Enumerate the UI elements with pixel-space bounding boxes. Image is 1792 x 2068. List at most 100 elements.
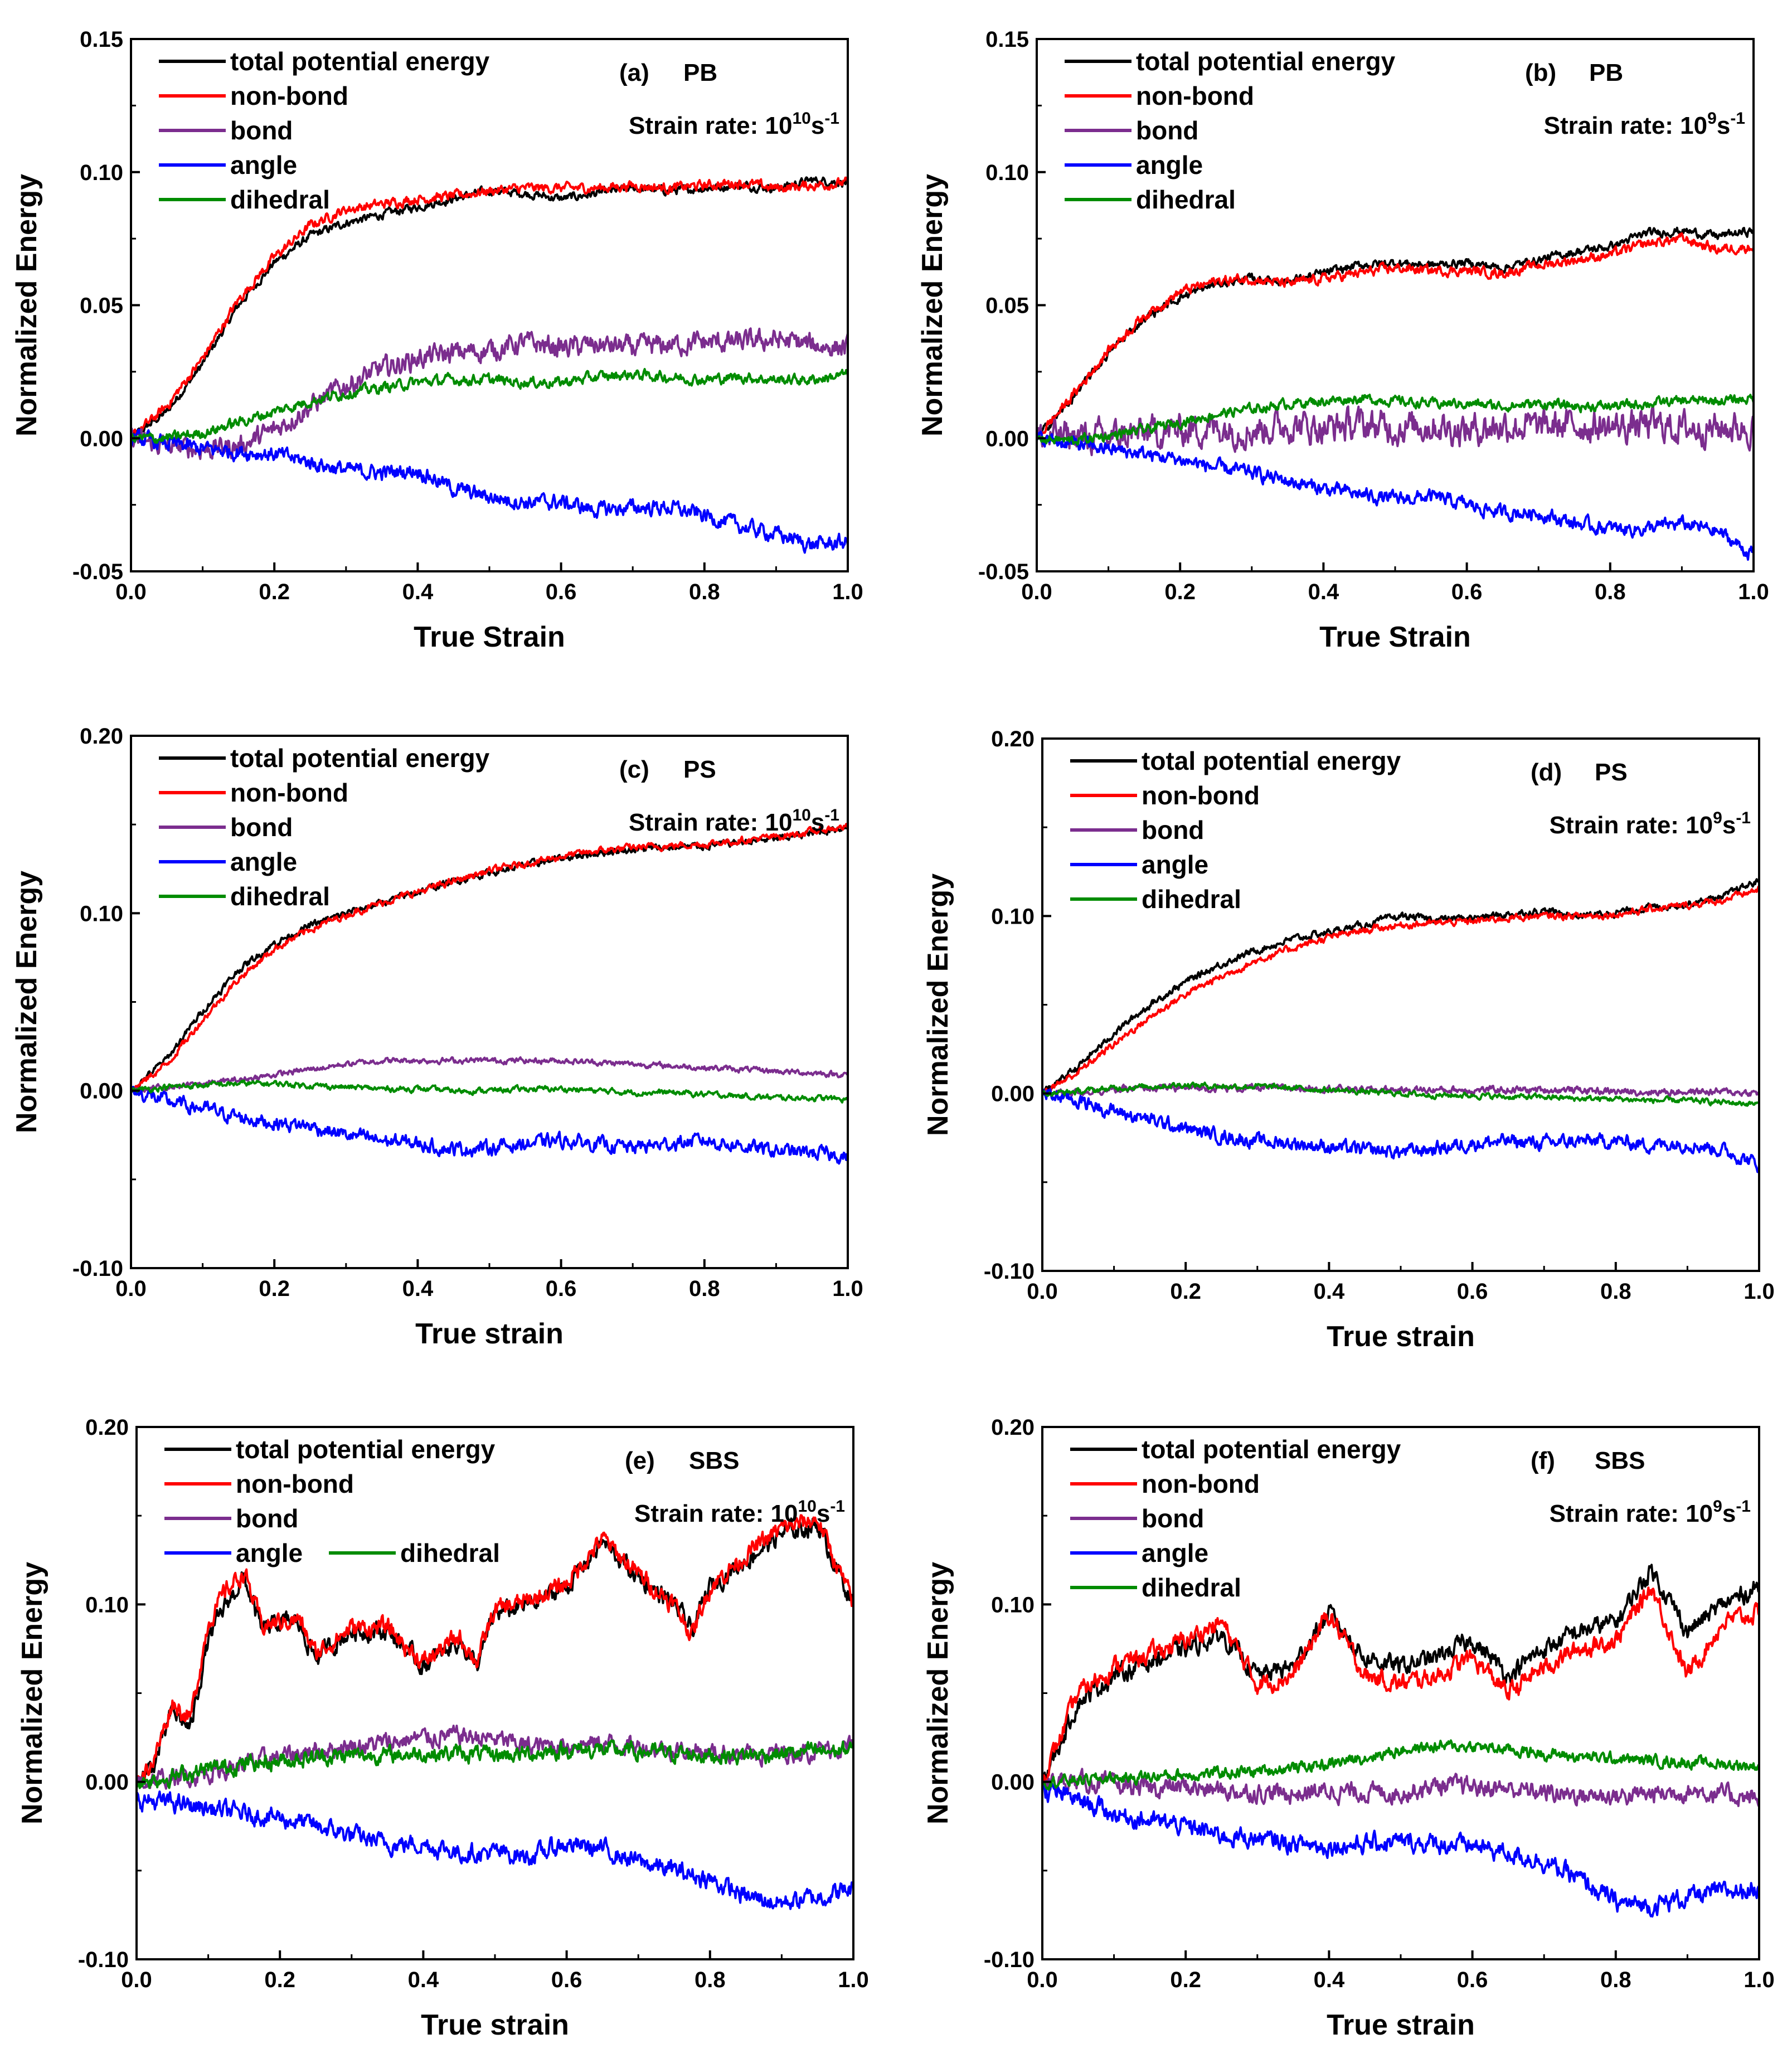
x-tick-label: 0.0 bbox=[115, 1276, 147, 1301]
legend-label: non-bond bbox=[230, 81, 348, 110]
plot-area bbox=[137, 1514, 853, 1910]
panel-label: (d) bbox=[1531, 759, 1562, 786]
series-line-dihedral bbox=[1037, 394, 1754, 446]
legend-label: angle bbox=[1142, 850, 1208, 879]
x-tick-label: 1.0 bbox=[832, 580, 863, 604]
series-line-angle bbox=[131, 1085, 848, 1165]
panel-label: (f) bbox=[1531, 1447, 1555, 1474]
y-tick-label: 0.10 bbox=[85, 1593, 129, 1617]
legend-label: angle bbox=[230, 847, 297, 876]
x-tick-label: 0.4 bbox=[402, 1276, 434, 1301]
x-axis-title: True strain bbox=[1327, 1321, 1475, 1353]
strain-rate-label: Strain rate: 109s-1 bbox=[1550, 809, 1751, 839]
y-tick-label: 0.10 bbox=[991, 1593, 1035, 1617]
x-tick-label: 0.8 bbox=[689, 580, 720, 604]
y-tick-label: -0.10 bbox=[984, 1259, 1035, 1284]
legend-label: angle bbox=[1136, 151, 1203, 179]
x-tick-label: 0.0 bbox=[1027, 1968, 1058, 1992]
x-tick-label: 1.0 bbox=[1744, 1279, 1775, 1304]
legend: total potential energy non-bond bond angle d… bbox=[1065, 47, 1396, 214]
legend-label: bond bbox=[236, 1504, 298, 1533]
series-line-dihedral bbox=[131, 368, 848, 444]
y-tick-label: 0.15 bbox=[80, 27, 123, 52]
y-axis-title: Normalized Energy bbox=[922, 873, 954, 1136]
series-line-bond bbox=[131, 1056, 848, 1093]
x-tick-label: 0.2 bbox=[1170, 1279, 1201, 1304]
series-line-non-bond bbox=[131, 823, 848, 1093]
series-line-dihedral bbox=[137, 1739, 853, 1789]
x-tick-label: 0.2 bbox=[259, 1276, 290, 1301]
panel-c: 0.0 0.2 0.4 0.6 0.8 1.0 -0.10 0.00 0.10 0.20 True … bbox=[11, 724, 863, 1350]
legend-label: non-bond bbox=[236, 1469, 354, 1498]
y-tick-label: -0.10 bbox=[984, 1948, 1035, 1972]
series-line-dihedral bbox=[1042, 1739, 1759, 1791]
panel-d: 0.0 0.2 0.4 0.6 0.8 1.0 -0.10 0.00 0.10 0.20 True … bbox=[922, 727, 1775, 1353]
panel-f: 0.0 0.2 0.4 0.6 0.8 1.0 -0.10 0.00 0.10 0.20 True … bbox=[922, 1415, 1775, 2041]
x-axis-title: True Strain bbox=[1319, 621, 1471, 653]
x-tick-label: 0.4 bbox=[402, 580, 434, 604]
panel-material: SBS bbox=[689, 1447, 739, 1474]
series-line-bond bbox=[1042, 1768, 1759, 1808]
y-tick-label: -0.05 bbox=[72, 560, 123, 584]
y-tick-label: 0.05 bbox=[985, 294, 1029, 318]
x-tick-label: 0.2 bbox=[259, 580, 290, 604]
strain-rate-label: Strain rate: 1010s-1 bbox=[629, 109, 839, 139]
legend-label: angle bbox=[236, 1538, 303, 1567]
x-tick-label: 0.6 bbox=[546, 1276, 577, 1301]
x-tick-label: 0.8 bbox=[1595, 580, 1626, 604]
panel-material: PS bbox=[1595, 759, 1628, 786]
legend-label: angle bbox=[1142, 1538, 1208, 1567]
series-line-dihedral bbox=[1042, 1081, 1759, 1107]
plot-area bbox=[1042, 1564, 1759, 1918]
legend-label: bond bbox=[230, 116, 293, 145]
y-axis-title: Normalized Energy bbox=[16, 1562, 48, 1824]
series-line-bond bbox=[131, 327, 848, 460]
legend: total potential energy non-bond bond angle d… bbox=[159, 47, 490, 214]
y-tick-label: 0.20 bbox=[85, 1415, 129, 1440]
y-tick-label: 0.00 bbox=[985, 426, 1029, 451]
x-tick-label: 0.6 bbox=[1457, 1968, 1488, 1992]
x-tick-label: 0.0 bbox=[115, 580, 147, 604]
series-line-non-bond bbox=[137, 1514, 853, 1785]
y-tick-label: 0.15 bbox=[985, 27, 1029, 52]
panel-label: (c) bbox=[619, 756, 649, 783]
legend-label: total potential energy bbox=[1142, 1435, 1401, 1464]
x-tick-label: 0.8 bbox=[1600, 1279, 1631, 1304]
series-line-angle bbox=[1042, 1088, 1759, 1173]
legend-label: bond bbox=[1142, 1504, 1204, 1533]
x-tick-label: 1.0 bbox=[1738, 580, 1769, 604]
strain-rate-label: Strain rate: 1010s-1 bbox=[629, 806, 839, 836]
x-tick-label: 0.8 bbox=[689, 1276, 720, 1301]
y-axis-title: Normalized Energy bbox=[922, 1562, 954, 1824]
x-tick-label: 0.4 bbox=[1308, 580, 1339, 604]
panel-e: 0.0 0.2 0.4 0.6 0.8 1.0 -0.10 0.00 0.10 0.20 True … bbox=[16, 1415, 869, 2041]
x-axis-title: True strain bbox=[421, 2009, 569, 2041]
y-tick-label: 0.20 bbox=[991, 1415, 1035, 1440]
plot-area bbox=[1037, 226, 1754, 561]
y-axis-title: Normalized Energy bbox=[916, 174, 949, 436]
strain-rate-label: Strain rate: 109s-1 bbox=[1544, 109, 1745, 139]
panel-material: PB bbox=[1589, 59, 1623, 86]
series-line-angle bbox=[131, 428, 848, 554]
strain-rate-label: Strain rate: 109s-1 bbox=[1550, 1497, 1751, 1527]
x-tick-label: 0.2 bbox=[1170, 1968, 1201, 1992]
x-tick-label: 0.6 bbox=[1457, 1279, 1488, 1304]
legend-label: dihedral bbox=[230, 882, 330, 911]
x-tick-label: 0.8 bbox=[1600, 1968, 1631, 1992]
y-tick-label: 0.00 bbox=[80, 426, 123, 451]
y-axis-title: Normalized Energy bbox=[11, 871, 43, 1133]
series-line-angle bbox=[1037, 430, 1754, 561]
legend-label: angle bbox=[230, 151, 297, 179]
y-tick-label: 0.20 bbox=[991, 727, 1035, 751]
x-tick-label: 0.4 bbox=[1314, 1968, 1345, 1992]
plot-area bbox=[1042, 878, 1759, 1173]
strain-rate-label: Strain rate: 1010s-1 bbox=[634, 1497, 845, 1527]
series-line-non-bond bbox=[1037, 232, 1754, 438]
x-tick-label: 0.6 bbox=[551, 1968, 582, 1992]
y-tick-label: 0.00 bbox=[991, 1770, 1035, 1795]
x-tick-label: 1.0 bbox=[838, 1968, 869, 1992]
x-axis-title: True Strain bbox=[414, 621, 565, 653]
y-tick-label: 0.00 bbox=[80, 1079, 123, 1104]
x-tick-label: 0.4 bbox=[408, 1968, 439, 1992]
